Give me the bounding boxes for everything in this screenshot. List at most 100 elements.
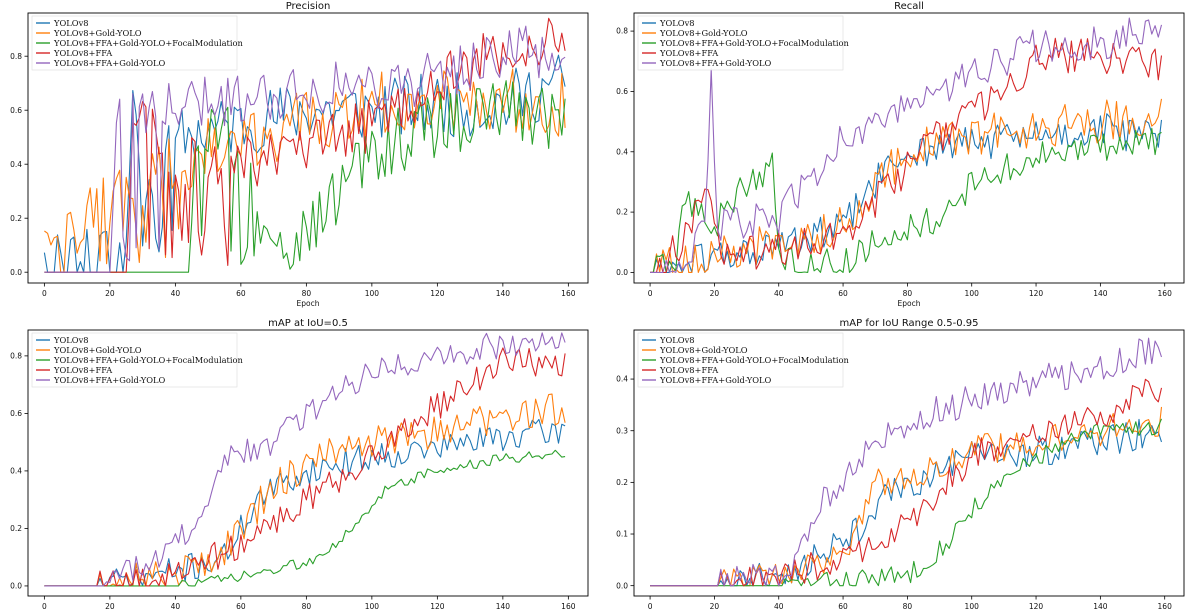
series-line-yolov8	[44, 418, 566, 587]
y-tick-label: 0.0	[616, 268, 628, 277]
x-tick-label: 140	[496, 289, 511, 298]
series-line-yolov8-ffa-gold-yolo	[650, 337, 1163, 587]
x-tick-label: 120	[1029, 289, 1044, 298]
x-axis-label: Epoch	[297, 299, 320, 308]
x-tick-label: 20	[710, 602, 720, 611]
y-tick-label: 0.6	[10, 106, 22, 115]
x-axis-label: Epoch	[898, 299, 921, 308]
legend-label: YOLOv8+FFA+Gold-YOLO	[659, 375, 772, 385]
chart-title: Precision	[286, 1, 331, 12]
x-tick-label: 80	[903, 289, 913, 298]
y-tick-label: 0.4	[616, 375, 628, 384]
chart-title: mAP for IoU Range 0.5-0.95	[840, 318, 979, 329]
x-tick-label: 80	[302, 289, 312, 298]
legend-label: YOLOv8+FFA+Gold-YOLO	[53, 58, 166, 68]
chart-panel-4: mAP for IoU Range 0.5-0.95 0 20 40 60 80 100 12…	[616, 318, 1185, 616]
x-tick-label: 0	[648, 289, 653, 298]
series-line-yolov8-ffa-gold-yolo-focalmodulation	[44, 80, 566, 273]
series-line-yolov8	[43, 54, 566, 273]
legend-label: YOLOv8+Gold-YOLO	[53, 28, 142, 38]
plot-frame	[633, 12, 1185, 284]
x-tick-label: 0	[648, 602, 653, 611]
series-line-yolov8-gold-yolo	[650, 406, 1163, 587]
x-tick-label: 100	[365, 289, 380, 298]
legend-label: YOLOv8+FFA	[53, 365, 113, 375]
y-tick-label: 0.6	[616, 87, 628, 96]
series-line-yolov8-ffa-gold-yolo-focalmodulation	[650, 127, 1162, 273]
series-group	[43, 17, 566, 273]
legend-label: YOLOv8	[53, 335, 89, 345]
x-tick-label: 60	[838, 602, 848, 611]
legend-label: YOLOv8+FFA	[659, 48, 719, 58]
x-tick-label: 100	[365, 602, 380, 611]
x-tick-label: 80	[903, 602, 913, 611]
x-tick-label: 160	[561, 289, 576, 298]
x-tick-label: 120	[1029, 602, 1044, 611]
x-tick-label: 60	[838, 289, 848, 298]
x-tick-label: 60	[236, 602, 246, 611]
y-tick-label: 0.4	[10, 160, 22, 169]
legend-label: YOLOv8+FFA	[53, 48, 113, 58]
y-tick-label: 0.8	[10, 351, 22, 360]
y-tick-label: 0.2	[616, 208, 628, 217]
legend-label: YOLOv8+FFA+Gold-YOLO+FocalModulation	[53, 355, 244, 365]
series-line-yolov8-ffa	[650, 378, 1163, 587]
series-line-yolov8	[650, 418, 1163, 587]
y-tick-label: 0.0	[10, 268, 22, 277]
x-tick-label: 60	[236, 289, 246, 298]
x-tick-label: 160	[561, 602, 576, 611]
legend-label: YOLOv8+FFA+Gold-YOLO	[659, 58, 772, 68]
chart-title: mAP at IoU=0.5	[268, 318, 348, 329]
x-tick-label: 160	[1158, 289, 1173, 298]
series-line-yolov8-ffa-gold-yolo-focalmodulation	[44, 449, 566, 587]
series-line-yolov8-gold-yolo	[44, 393, 566, 587]
chart-panel-1: Precision 0 20 40 60 80 100 120 140 160 0.0 0.2 0.4 0…	[10, 1, 589, 308]
x-tick-label: 80	[302, 602, 312, 611]
x-tick-label: 40	[774, 289, 784, 298]
x-tick-label: 100	[965, 602, 980, 611]
x-tick-label: 40	[171, 602, 181, 611]
series-group	[44, 332, 566, 587]
legend-label: YOLOv8+FFA	[659, 365, 719, 375]
legend-label: YOLOv8+Gold-YOLO	[659, 28, 748, 38]
x-tick-label: 0	[42, 602, 47, 611]
x-tick-label: 140	[1093, 289, 1108, 298]
series-line-yolov8-ffa-gold-yolo	[44, 25, 566, 273]
x-tick-label: 140	[1093, 602, 1108, 611]
y-tick-label: 0.2	[10, 214, 22, 223]
legend-label: YOLOv8	[659, 335, 695, 345]
legend-label: YOLOv8	[53, 18, 89, 28]
series-group	[650, 337, 1163, 587]
series-line-yolov8-ffa	[44, 347, 566, 587]
y-tick-label: 0.2	[616, 478, 628, 487]
x-tick-label: 100	[965, 289, 980, 298]
legend-label: YOLOv8+FFA+Gold-YOLO+FocalModulation	[659, 355, 850, 365]
x-tick-label: 120	[430, 289, 445, 298]
y-tick-label: 0.0	[616, 581, 628, 590]
x-tick-label: 120	[430, 602, 445, 611]
legend-label: YOLOv8+FFA+Gold-YOLO+FocalModulation	[659, 38, 850, 48]
legend: YOLOv8YOLOv8+Gold-YOLOYOLOv8+FFA+Gold-YO…	[31, 15, 244, 71]
legend-label: YOLOv8+FFA+Gold-YOLO+FocalModulation	[53, 38, 244, 48]
x-tick-label: 40	[774, 602, 784, 611]
series-line-yolov8-gold-yolo	[44, 68, 566, 273]
series-line-yolov8-ffa	[650, 37, 1163, 273]
y-tick-label: 0.8	[616, 27, 628, 36]
legend: YOLOv8YOLOv8+Gold-YOLOYOLOv8+FFA+Gold-YO…	[31, 332, 244, 388]
legend: YOLOv8YOLOv8+Gold-YOLOYOLOv8+FFA+Gold-YO…	[637, 332, 850, 388]
legend-box	[637, 332, 844, 388]
y-tick-label: 0.6	[10, 409, 22, 418]
x-tick-label: 0	[42, 289, 47, 298]
x-tick-label: 160	[1158, 602, 1173, 611]
legend-label: YOLOv8+FFA+Gold-YOLO	[53, 375, 166, 385]
series-line-yolov8-ffa-gold-yolo-focalmodulation	[650, 418, 1163, 587]
plot-frame	[633, 329, 1185, 597]
x-tick-label: 20	[710, 289, 720, 298]
y-tick-label: 0.4	[616, 147, 628, 156]
series-line-yolov8-ffa-gold-yolo	[44, 332, 566, 587]
y-tick-label: 0.1	[616, 530, 628, 539]
x-tick-label: 40	[171, 289, 181, 298]
series-group	[650, 17, 1163, 273]
